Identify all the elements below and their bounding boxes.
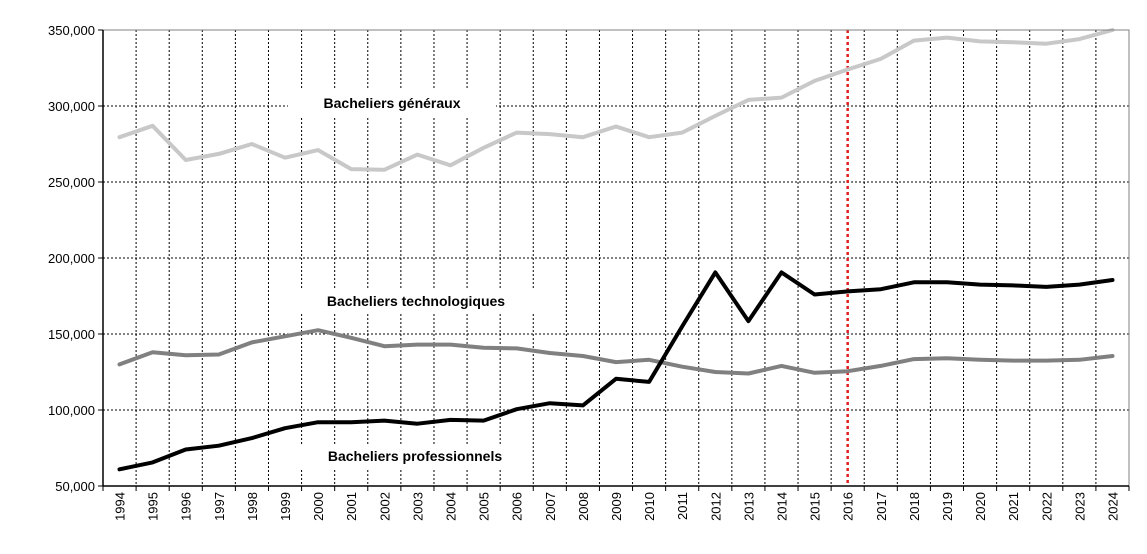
series-label-technologiques: Bacheliers technologiques (297, 288, 537, 314)
series-label-text: Bacheliers généraux (324, 95, 461, 111)
x-tick-label: 2017 (874, 492, 889, 521)
x-tick-label: 2024 (1105, 492, 1120, 521)
y-tick-label: 100,000 (48, 403, 95, 418)
series-line-0 (117, 28, 1115, 172)
x-tick-label: 2000 (311, 492, 326, 521)
x-tick-label: 2003 (410, 492, 425, 521)
x-tick-label: 2016 (841, 492, 856, 521)
series-label-professionnels: Bacheliers professionnels (300, 444, 532, 470)
series-line-2 (117, 270, 1115, 472)
x-tick-label: 2004 (444, 492, 459, 521)
x-tick-label: 2009 (609, 492, 624, 521)
x-tick-label: 1996 (179, 492, 194, 521)
x-tick-label: 2018 (907, 492, 922, 521)
label-background (297, 288, 537, 314)
x-tick-label: 2019 (940, 492, 955, 521)
series-line-1 (117, 328, 1115, 376)
x-tick-label: 1998 (245, 492, 260, 521)
label-background (300, 444, 532, 470)
y-tick-label: 200,000 (48, 251, 95, 266)
x-tick-label: 2010 (642, 492, 657, 521)
x-tick-label: 2014 (774, 492, 789, 521)
y-axis-ticks: 50,000 100,000 150,000 200,000 250,000 300,00… (48, 23, 103, 494)
x-tick-label: 2013 (741, 492, 756, 521)
x-tick-label: 2005 (477, 492, 492, 521)
x-axis-ticks: 1994 1995 1996 1997 1998 1999 2000 2001 2002 2003… (102, 486, 1130, 521)
x-tick-label: 2006 (510, 492, 525, 521)
y-tick-label: 150,000 (48, 327, 95, 342)
x-tick-label: 2023 (1072, 492, 1087, 521)
x-tick-label: 2001 (344, 492, 359, 521)
x-tick-label: 1999 (278, 492, 293, 521)
x-tick-label: 2022 (1039, 492, 1054, 521)
series-label-text: Bacheliers technologiques (327, 293, 505, 309)
y-tick-label: 250,000 (48, 175, 95, 190)
series-label-generaux: Bacheliers généraux (288, 90, 496, 116)
x-tick-label: 2020 (973, 492, 988, 521)
series-label-text: Bacheliers professionnels (328, 448, 503, 464)
y-tick-label: 350,000 (48, 23, 95, 38)
x-tick-label: 2011 (675, 492, 690, 520)
label-background (288, 90, 496, 116)
x-tick-label: 2002 (377, 492, 392, 521)
x-tick-label: 2012 (708, 492, 723, 521)
x-tick-label: 2008 (576, 492, 591, 521)
grid-lines (103, 29, 1129, 486)
series-lines (117, 28, 1115, 472)
y-tick-label: 300,000 (48, 99, 95, 114)
x-tick-label: 1995 (146, 492, 161, 521)
x-tick-label: 1994 (113, 492, 128, 521)
x-tick-label: 1997 (212, 492, 227, 521)
x-tick-label: 2021 (1006, 492, 1021, 521)
x-tick-label: 2007 (543, 492, 558, 521)
x-tick-label: 2015 (808, 492, 823, 521)
y-tick-label: 50,000 (55, 479, 95, 494)
